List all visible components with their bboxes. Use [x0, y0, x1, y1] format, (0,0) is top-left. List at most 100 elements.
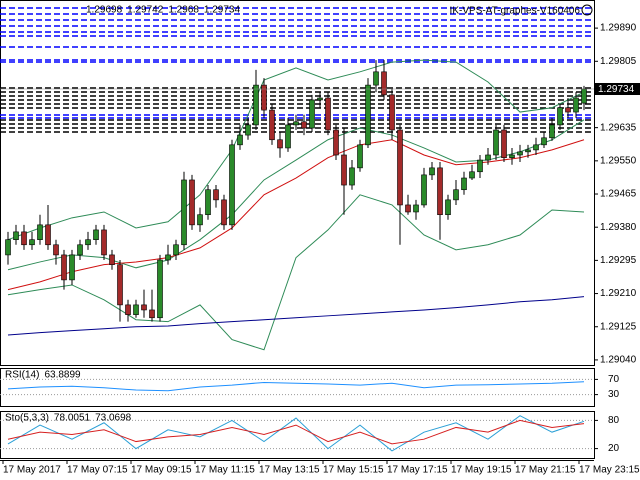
- x-tick-label: 17 May 19:15: [451, 465, 512, 476]
- candle-body: [413, 204, 419, 213]
- candle-body: [245, 124, 251, 136]
- candle-body: [357, 144, 363, 169]
- candle-body: [453, 189, 459, 201]
- candle-body: [277, 139, 283, 149]
- candle-body: [533, 144, 539, 151]
- candle-body: [333, 129, 339, 156]
- candle-body: [149, 309, 155, 319]
- candle-body: [389, 94, 395, 131]
- indicator-line: [7, 194, 585, 351]
- candle-body: [557, 107, 563, 126]
- candle-body: [61, 254, 67, 281]
- candle-body: [21, 231, 27, 246]
- x-tick-label: 17 May 2017: [3, 465, 61, 476]
- candle-body: [461, 177, 467, 191]
- candle-body: [229, 144, 235, 226]
- candle-body: [69, 254, 75, 281]
- indicator-line: [7, 296, 585, 336]
- y-tick-label: 1.29040: [600, 355, 637, 366]
- x-tick-label: 17 May 09:15: [131, 465, 192, 476]
- x-tick-label: 17 May 07:15: [67, 465, 128, 476]
- candle-body: [437, 167, 443, 216]
- candle-body: [125, 304, 131, 315]
- indicator-line: [7, 415, 585, 452]
- candle-body: [45, 224, 51, 246]
- panel-value: 63.8899: [44, 370, 81, 381]
- y-tick-label: 80: [608, 415, 620, 426]
- y-tick-label: 1.29210: [600, 288, 637, 299]
- candle-body: [445, 199, 451, 216]
- x-tick-label: 17 May 23:15: [579, 465, 640, 476]
- indicator-title: IK-VPS-AT-graphes-V160406: [450, 6, 581, 17]
- candle-body: [133, 304, 139, 315]
- candle-body: [381, 71, 387, 96]
- y-tick-label: 1.29635: [600, 122, 637, 133]
- candle-body: [485, 154, 491, 161]
- candle-body: [421, 174, 427, 206]
- candle-body: [309, 99, 315, 129]
- panel-title: RSI(14): [5, 370, 39, 381]
- candle-body: [85, 239, 91, 246]
- y-tick-label: 1.29890: [600, 23, 637, 34]
- candle-body: [517, 151, 523, 156]
- ohlc-value: 1.29698: [86, 5, 123, 16]
- indicator-line: [7, 419, 585, 445]
- candle-body: [181, 179, 187, 246]
- candle-body: [165, 254, 171, 261]
- x-tick-label: 17 May 17:15: [387, 465, 448, 476]
- y-tick-label: 1.29295: [600, 255, 637, 266]
- candle-body: [285, 124, 291, 149]
- ohlc-value: 1.29742: [127, 5, 164, 16]
- candle-body: [573, 97, 579, 113]
- candle-body: [221, 199, 227, 226]
- last-price-box: [595, 83, 640, 96]
- smiley-icon: [581, 4, 593, 16]
- candle-body: [237, 134, 243, 146]
- candle-body: [53, 244, 59, 256]
- candle-body: [77, 244, 83, 256]
- candle-body: [197, 214, 203, 226]
- panel-title: Sto(5,3,3): [5, 413, 49, 424]
- candle-body: [253, 84, 259, 126]
- candle-body: [541, 137, 547, 146]
- panel-value: 78.0051: [54, 413, 91, 424]
- candle-body: [349, 167, 355, 186]
- candle-body: [269, 109, 275, 141]
- candle-body: [549, 124, 555, 139]
- y-tick-label: 1.29465: [600, 189, 637, 200]
- y-tick-label: 1.29125: [600, 321, 637, 332]
- y-tick-label: 1.29805: [600, 56, 637, 67]
- x-tick-label: 17 May 21:15: [515, 465, 576, 476]
- x-tick-label: 17 May 15:15: [323, 465, 384, 476]
- candle-body: [29, 239, 35, 246]
- indicator-line: [7, 59, 585, 241]
- candle-body: [509, 154, 515, 159]
- x-tick-label: 17 May 11:15: [195, 465, 255, 476]
- candle-body: [301, 121, 307, 129]
- panel-frame: [0, 0, 595, 366]
- candle-body: [429, 167, 435, 176]
- ohlc-value: 1.29734: [204, 5, 241, 16]
- x-tick-label: 17 May 13:15: [259, 465, 320, 476]
- candle-body: [405, 204, 411, 213]
- candle-body: [325, 97, 331, 131]
- y-tick-label: 20: [608, 443, 620, 454]
- candle-body: [5, 239, 11, 256]
- candle-body: [101, 229, 107, 256]
- y-tick-label: 1.29550: [600, 155, 637, 166]
- indicator-line: [7, 381, 585, 392]
- candle-body: [469, 171, 475, 179]
- candle-body: [13, 231, 19, 240]
- candle-body: [397, 129, 403, 206]
- panel-value: 73.0698: [95, 413, 132, 424]
- candle-body: [293, 121, 299, 126]
- candle-body: [189, 179, 195, 226]
- candle-body: [525, 149, 531, 153]
- last-price-label: 1.29734: [598, 84, 635, 95]
- ohlc-value: 1.2968: [168, 5, 199, 16]
- panel-frame: [0, 411, 595, 459]
- candle-body: [173, 244, 179, 256]
- y-tick-label: 70: [608, 374, 620, 385]
- candle-body: [205, 189, 211, 216]
